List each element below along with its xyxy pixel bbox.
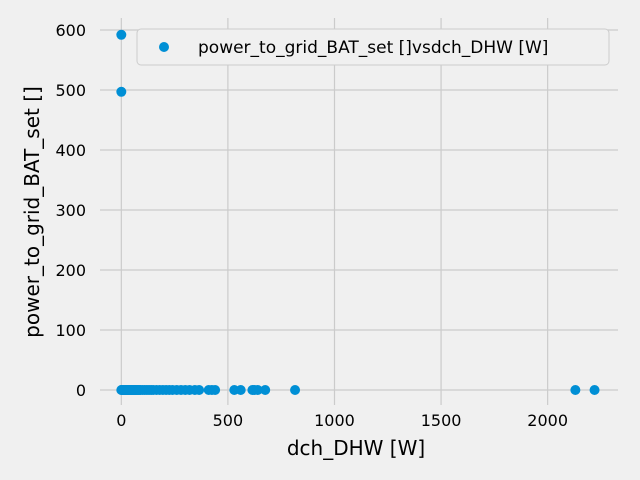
y-axis-label: power_to_grid_BAT_set [] (20, 86, 44, 338)
x-tick-label: 0 (116, 411, 126, 430)
data-point (589, 385, 600, 395)
x-tick-label: 2000 (527, 411, 568, 430)
data-point (235, 385, 246, 395)
data-point (290, 385, 301, 395)
x-axis-label: dch_DHW [W] (287, 436, 425, 460)
y-tick-label: 0 (76, 381, 86, 400)
y-tick-labels: 0 100 200 300 400 500 600 (55, 21, 86, 400)
x-tick-label: 1000 (314, 411, 355, 430)
y-tick-label: 200 (55, 261, 86, 280)
x-tick-label: 500 (213, 411, 244, 430)
data-point (210, 385, 221, 395)
legend-marker (159, 42, 169, 52)
data-point (252, 385, 263, 395)
y-tick-label: 600 (55, 21, 86, 40)
y-tick-label: 100 (55, 321, 86, 340)
y-tick-label: 500 (55, 81, 86, 100)
data-point (116, 29, 127, 40)
data-point (116, 86, 127, 97)
legend-box (136, 28, 610, 66)
data-points (116, 29, 600, 395)
y-tick-label: 400 (55, 141, 86, 160)
legend: power_to_grid_BAT_set []vsdch_DHW [W] (136, 28, 610, 66)
data-point (260, 385, 271, 395)
legend-entry: power_to_grid_BAT_set []vsdch_DHW [W] (198, 38, 548, 58)
x-tick-label: 1500 (421, 411, 462, 430)
x-tick-labels: 0 500 1000 1500 2000 (116, 411, 568, 430)
data-point (194, 385, 205, 395)
data-point (570, 385, 581, 395)
y-tick-label: 300 (55, 201, 86, 220)
